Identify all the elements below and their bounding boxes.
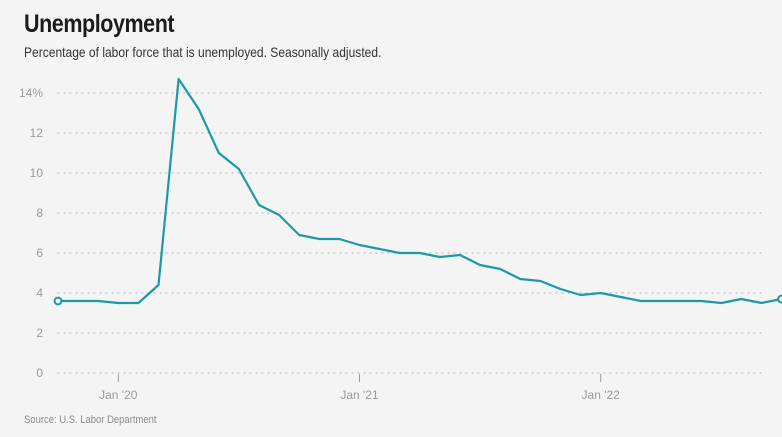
y-tick-label-6: 6 (36, 246, 43, 260)
y-axis-tick-labels: 0 2 4 6 8 10 12 14% (19, 86, 43, 380)
x-tick-label-2020-01: Jan '20 (99, 388, 138, 402)
y-tick-label-10: 10 (30, 166, 44, 180)
y-tick-label-14: 14% (19, 86, 43, 100)
point-marker-2022-10 (777, 294, 782, 304)
y-tick-label-4: 4 (36, 286, 43, 300)
source-note: Source: U.S. Labor Department (24, 414, 157, 426)
x-axis-ticks: Jan '20 Jan '21 Jan '22 (99, 374, 620, 402)
series-line-0 (56, 77, 782, 305)
y-tick-label-8: 8 (36, 206, 43, 220)
chart-subtitle: Percentage of labor force that is unempl… (24, 44, 382, 60)
y-tick-label-2: 2 (36, 326, 43, 340)
y-tick-label-0: 0 (36, 366, 43, 380)
y-tick-label-12: 12 (30, 126, 44, 140)
x-tick-label-2022-01: Jan '22 (582, 388, 621, 402)
series-group (53, 77, 782, 306)
unemployment-line-chart: 0 2 4 6 8 10 12 14% Jan '20 Jan '21 Jan '22 (19, 77, 782, 402)
point-marker-2019-10 (53, 296, 63, 306)
chart-title: Unemployment (24, 10, 175, 38)
x-tick-label-2021-01: Jan '21 (340, 388, 379, 402)
